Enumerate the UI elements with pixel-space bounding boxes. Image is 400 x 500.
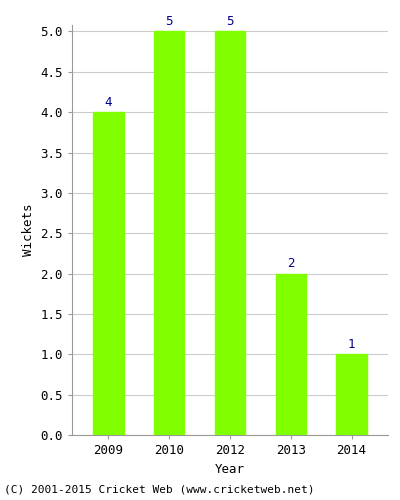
Bar xyxy=(93,112,124,435)
Bar xyxy=(154,32,184,435)
Text: 5: 5 xyxy=(226,15,234,28)
Text: 5: 5 xyxy=(166,15,173,28)
Text: 2: 2 xyxy=(287,258,294,270)
Bar xyxy=(336,354,367,435)
Y-axis label: Wickets: Wickets xyxy=(22,204,35,256)
X-axis label: Year: Year xyxy=(215,462,245,475)
Bar xyxy=(276,274,306,435)
Text: 1: 1 xyxy=(348,338,355,351)
Text: 4: 4 xyxy=(105,96,112,109)
Bar xyxy=(215,32,245,435)
Text: (C) 2001-2015 Cricket Web (www.cricketweb.net): (C) 2001-2015 Cricket Web (www.cricketwe… xyxy=(4,485,314,495)
